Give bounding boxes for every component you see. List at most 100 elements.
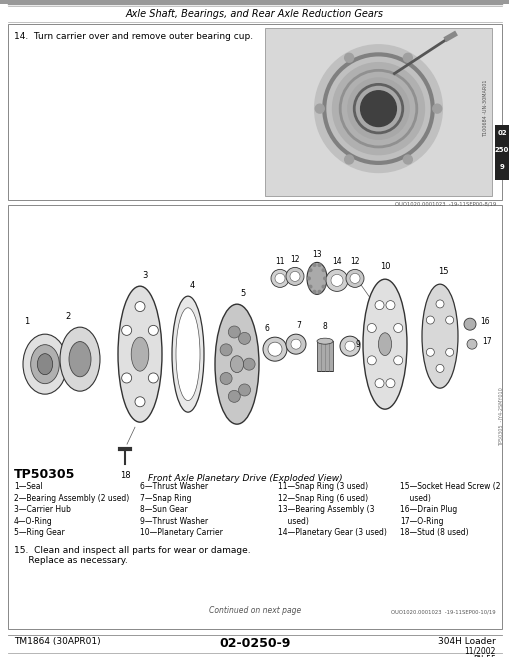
Text: 18—Stud (8 used): 18—Stud (8 used) [399,528,468,537]
Circle shape [238,384,250,396]
Ellipse shape [317,338,332,344]
Text: 10—Planetary Carrier: 10—Planetary Carrier [140,528,222,537]
Text: 7: 7 [296,321,301,330]
Circle shape [286,267,303,285]
Text: 12: 12 [290,256,299,264]
Circle shape [312,263,316,267]
Text: OUO1020.0001023  -19-11SEP00-10/19: OUO1020.0001023 -19-11SEP00-10/19 [390,610,495,615]
Bar [265,28,491,196]
Ellipse shape [362,279,406,409]
Text: 5: 5 [240,289,245,298]
Ellipse shape [172,296,204,412]
Circle shape [228,390,240,402]
Text: 7—Snap Ring: 7—Snap Ring [140,494,191,503]
Text: OUO1020.0001023  -19-11SEP00-8/19: OUO1020.0001023 -19-11SEP00-8/19 [394,202,495,207]
Text: 11/2002: 11/2002 [464,647,495,656]
Bar [8,24,501,200]
Circle shape [435,365,443,373]
Text: 13—Bearing Assembly (3: 13—Bearing Assembly (3 [277,505,374,514]
Ellipse shape [60,327,100,391]
Circle shape [349,80,406,137]
Circle shape [317,263,321,267]
Text: 3: 3 [142,271,148,280]
Text: T100684 -UN-30MAR01: T100684 -UN-30MAR01 [482,80,487,137]
Text: TP50305: TP50305 [14,468,75,481]
Text: 9: 9 [355,340,360,349]
Circle shape [340,336,359,356]
Circle shape [322,277,326,281]
Text: 12—Snap Ring (6 used): 12—Snap Ring (6 used) [277,494,367,503]
Circle shape [263,337,287,361]
Text: 15—Socket Head Screw (2: 15—Socket Head Screw (2 [399,482,499,491]
Ellipse shape [23,334,67,394]
Circle shape [393,356,402,365]
Circle shape [466,339,476,349]
Text: 8—Sun Gear: 8—Sun Gear [140,505,187,514]
Circle shape [374,301,383,309]
Circle shape [393,323,402,332]
Circle shape [445,348,453,356]
Text: 10: 10 [379,262,389,271]
Text: 9—Thrust Washer: 9—Thrust Washer [140,517,208,526]
Circle shape [243,358,254,370]
Circle shape [333,64,422,153]
Text: 15: 15 [437,267,447,276]
Ellipse shape [215,304,259,424]
Circle shape [344,341,354,351]
Text: 02: 02 [496,130,506,136]
Circle shape [286,334,305,354]
Ellipse shape [131,337,149,371]
Circle shape [220,373,232,384]
Text: TP50305  -JY4-2SMY010: TP50305 -JY4-2SMY010 [498,388,503,446]
Text: 2—Bearing Assembly (2 used): 2—Bearing Assembly (2 used) [14,494,129,503]
Circle shape [435,300,443,308]
Ellipse shape [230,356,243,373]
Text: 15.  Clean and inspect all parts for wear or damage.
     Replace as necessary.: 15. Clean and inspect all parts for wear… [14,546,250,565]
Circle shape [374,378,383,388]
Text: 5—Ring Gear: 5—Ring Gear [14,528,65,537]
Text: 17: 17 [481,336,491,346]
Circle shape [308,284,312,288]
Text: 13: 13 [312,250,321,260]
Circle shape [332,62,423,154]
Circle shape [135,397,145,407]
Circle shape [228,326,240,338]
Circle shape [360,91,395,127]
Ellipse shape [378,333,391,355]
Circle shape [347,78,408,139]
Text: 12: 12 [350,258,359,266]
Text: 02-0250-9: 02-0250-9 [219,637,290,650]
Circle shape [445,316,453,324]
Ellipse shape [118,286,162,422]
Circle shape [385,378,394,388]
Circle shape [359,89,397,128]
Ellipse shape [421,284,457,388]
Text: 18: 18 [120,471,130,480]
Text: 9: 9 [499,164,503,170]
Circle shape [238,332,250,344]
Text: 16: 16 [479,317,489,326]
Text: 4—O-Ring: 4—O-Ring [14,517,52,526]
Text: 11—Snap Ring (3 used): 11—Snap Ring (3 used) [277,482,367,491]
Circle shape [306,277,310,281]
Circle shape [349,273,359,283]
Text: 1: 1 [24,317,30,326]
Circle shape [366,323,376,332]
Text: 14: 14 [331,258,341,266]
Circle shape [403,53,412,62]
Bar [317,341,332,371]
Circle shape [135,302,145,311]
Text: 14.  Turn carrier over and remove outer bearing cup.: 14. Turn carrier over and remove outer b… [14,32,252,41]
Ellipse shape [37,353,52,374]
Text: 17—O-Ring: 17—O-Ring [399,517,443,526]
Circle shape [330,275,343,286]
Text: used): used) [277,517,308,526]
Circle shape [385,301,394,309]
Text: Front Axle Planetary Drive (Exploded View): Front Axle Planetary Drive (Exploded Vie… [148,474,342,484]
Text: Continued on next page: Continued on next page [209,606,300,615]
Circle shape [312,290,316,294]
Circle shape [148,373,158,383]
Circle shape [148,325,158,335]
Text: 6—Thrust Washer: 6—Thrust Washer [140,482,208,491]
Circle shape [403,155,412,164]
